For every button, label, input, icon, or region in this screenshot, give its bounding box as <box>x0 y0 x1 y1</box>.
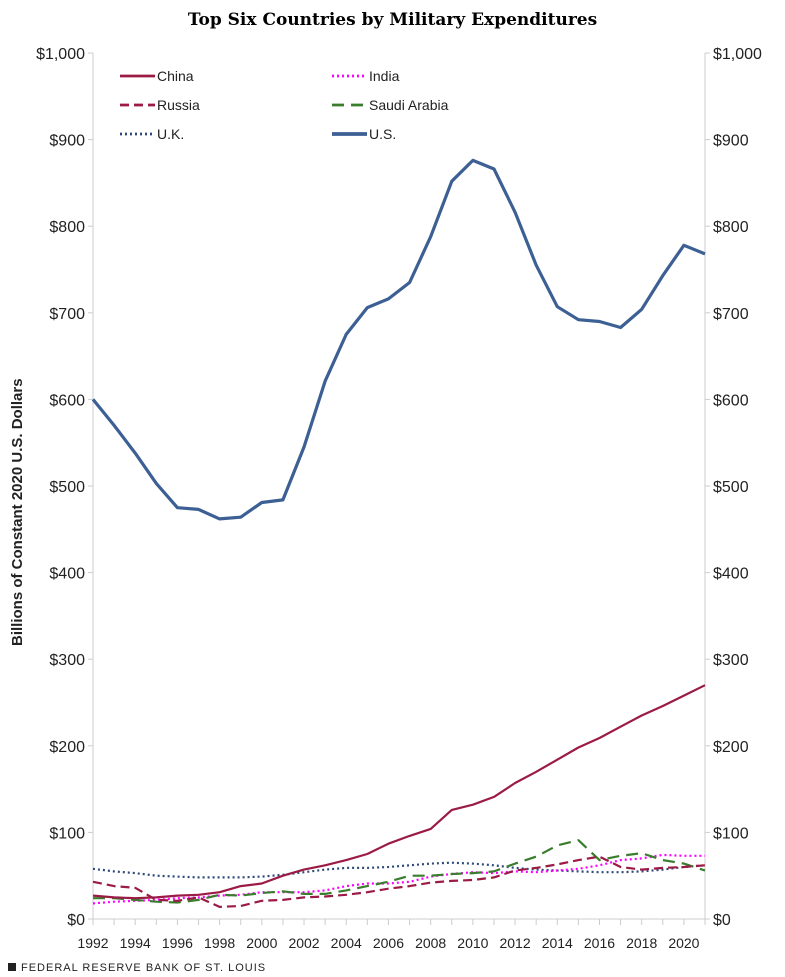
x-tick-label: 2010 <box>457 935 488 951</box>
legend-label: U.K. <box>157 126 184 142</box>
y-tick-label-right: $0 <box>713 912 731 929</box>
x-tick-label: 2016 <box>584 935 615 951</box>
x-tick-label: 2004 <box>331 935 362 951</box>
legend-label: U.S. <box>369 126 396 142</box>
y-tick-label-right: $800 <box>713 219 749 236</box>
footer-square-icon <box>8 963 16 971</box>
chart-title: Top Six Countries by Military Expenditur… <box>187 10 598 30</box>
y-axis-label: Billions of Constant 2020 U.S. Dollars <box>9 378 26 646</box>
y-tick-label-right: $700 <box>713 306 749 323</box>
y-tick-label-right: $100 <box>713 825 749 842</box>
legend-label: China <box>157 68 194 84</box>
y-tick-label: $600 <box>49 392 85 409</box>
x-tick-label: 1998 <box>204 935 235 951</box>
series-line-u-k- <box>92 861 706 879</box>
x-tick-label: 2000 <box>246 935 277 951</box>
y-tick-label: $200 <box>49 739 85 756</box>
footer-text: FEDERAL RESERVE BANK OF ST. LOUIS <box>21 962 267 974</box>
y-tick-label-right: $400 <box>713 566 749 583</box>
y-tick-label: $500 <box>49 479 85 496</box>
x-tick-label: 2008 <box>415 935 446 951</box>
x-tick-label: 2006 <box>373 935 404 951</box>
series-line-saudi-arabia <box>93 839 706 904</box>
x-tick-label: 1994 <box>120 935 151 951</box>
y-tick-label: $800 <box>49 219 85 236</box>
y-tick-label-right: $600 <box>713 392 749 409</box>
legend-label: India <box>369 68 400 84</box>
x-tick-label: 2018 <box>626 935 657 951</box>
legend-label: Saudi Arabia <box>369 97 449 113</box>
x-tick-label: 2020 <box>668 935 699 951</box>
y-tick-label: $300 <box>49 652 85 669</box>
series-line-china <box>92 684 706 900</box>
series-line-russia <box>92 855 706 908</box>
y-tick-label: $100 <box>49 825 85 842</box>
x-tick-label: 1992 <box>77 935 108 951</box>
y-tick-label: $400 <box>49 566 85 583</box>
x-tick-label: 2002 <box>288 935 319 951</box>
y-tick-label-right: $300 <box>713 652 749 669</box>
y-tick-label: $1,000 <box>36 46 85 63</box>
y-tick-label-right: $900 <box>713 133 749 150</box>
y-tick-label-right: $1,000 <box>713 46 762 63</box>
x-tick-label: 2014 <box>542 935 573 951</box>
y-tick-label: $900 <box>49 133 85 150</box>
y-tick-label-right: $500 <box>713 479 749 496</box>
x-tick-label: 2012 <box>499 935 530 951</box>
footer: FEDERAL RESERVE BANK OF ST. LOUIS <box>8 962 266 974</box>
series-line-u-s- <box>91 158 706 521</box>
y-tick-label: $0 <box>67 912 85 929</box>
y-tick-label-right: $200 <box>713 739 749 756</box>
x-tick-label: 1996 <box>162 935 193 951</box>
legend-label: Russia <box>157 97 200 113</box>
y-tick-label: $700 <box>49 306 85 323</box>
